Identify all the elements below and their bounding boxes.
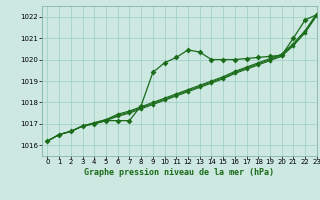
X-axis label: Graphe pression niveau de la mer (hPa): Graphe pression niveau de la mer (hPa) [84,168,274,177]
